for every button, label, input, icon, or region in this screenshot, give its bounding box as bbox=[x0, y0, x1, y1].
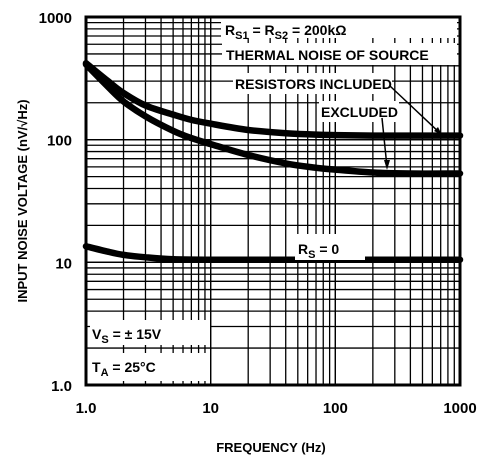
x-tick-label: 1.0 bbox=[76, 400, 97, 417]
included-leader-arrow bbox=[434, 127, 442, 135]
annotation-bg bbox=[233, 73, 392, 94]
thermal-noise-label: THERMAL NOISE OF SOURCE bbox=[226, 47, 429, 63]
excluded-label: EXCLUDED bbox=[321, 104, 398, 120]
rs-condition-label: RS1 = RS2 = 200kΩ bbox=[225, 22, 346, 42]
resistors-included-label: RESISTORS INCLUDED bbox=[235, 76, 392, 92]
x-tick-label: 10 bbox=[202, 400, 219, 417]
rs-zero-label: RS = 0 bbox=[298, 241, 339, 261]
temperature-label: TA = 25°C bbox=[92, 359, 156, 379]
y-axis-title: INPUT NOISE VOLTAGE (nV/√Hz) bbox=[15, 99, 30, 302]
y-tick-label: 10 bbox=[55, 255, 72, 272]
series-line-included bbox=[82, 59, 464, 139]
annotation-bg bbox=[221, 15, 457, 38]
x-tick-label: 1000 bbox=[443, 400, 476, 417]
annotation-bg bbox=[90, 320, 210, 345]
series-line-excluded bbox=[82, 61, 464, 177]
annotation-bg bbox=[90, 353, 210, 381]
annotation-bg bbox=[295, 234, 365, 260]
annotation-bg bbox=[319, 101, 399, 122]
annotation-bg bbox=[222, 43, 457, 65]
tick-labels: 1.0 10 100 1000 1.0 10 100 1000 bbox=[39, 10, 477, 417]
supply-voltage-label: VS = ± 15V bbox=[92, 326, 162, 346]
series-line-rs0 bbox=[82, 243, 464, 263]
excluded-leader bbox=[381, 117, 388, 168]
y-tick-label: 1000 bbox=[39, 10, 72, 27]
x-tick-label: 100 bbox=[323, 400, 348, 417]
excluded-leader-arrow bbox=[384, 160, 390, 170]
y-tick-label: 1.0 bbox=[51, 378, 72, 395]
included-leader bbox=[389, 85, 443, 136]
y-tick-label: 100 bbox=[47, 133, 72, 150]
x-axis-title: FREQUENCY (Hz) bbox=[216, 440, 326, 455]
plot-frame bbox=[84, 15, 462, 387]
